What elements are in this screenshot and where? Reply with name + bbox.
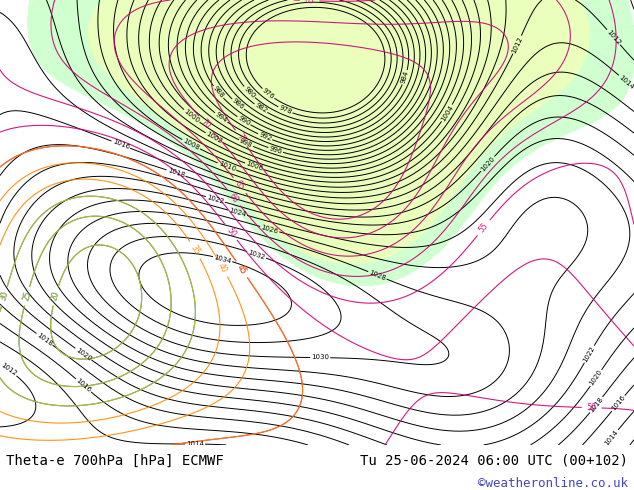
Text: 984: 984 bbox=[400, 70, 410, 85]
Text: 20: 20 bbox=[50, 290, 61, 302]
Text: ©weatheronline.co.uk: ©weatheronline.co.uk bbox=[477, 477, 628, 490]
Text: 980: 980 bbox=[242, 85, 256, 99]
Text: 1014: 1014 bbox=[186, 441, 204, 447]
Text: 992: 992 bbox=[258, 131, 273, 142]
Text: 1012: 1012 bbox=[605, 28, 622, 46]
Text: 1032: 1032 bbox=[247, 249, 266, 260]
Text: 1020: 1020 bbox=[479, 155, 496, 172]
Text: 996: 996 bbox=[268, 145, 283, 155]
Text: 1012: 1012 bbox=[511, 35, 524, 54]
Text: 30: 30 bbox=[0, 290, 10, 302]
Text: 1026: 1026 bbox=[261, 224, 279, 235]
Text: 1034: 1034 bbox=[213, 254, 232, 264]
Text: 65: 65 bbox=[233, 179, 246, 192]
Text: 20: 20 bbox=[50, 290, 61, 302]
Text: 55: 55 bbox=[477, 221, 490, 234]
Text: 40: 40 bbox=[216, 262, 229, 274]
Text: 35: 35 bbox=[189, 244, 202, 256]
Text: 1018: 1018 bbox=[36, 332, 54, 347]
Text: 988: 988 bbox=[212, 85, 225, 99]
Text: 986: 986 bbox=[231, 98, 245, 111]
Text: 1018: 1018 bbox=[588, 396, 604, 414]
Text: 1022: 1022 bbox=[582, 345, 597, 364]
Text: 30: 30 bbox=[0, 290, 10, 302]
Text: Tu 25-06-2024 06:00 UTC (00+102): Tu 25-06-2024 06:00 UTC (00+102) bbox=[359, 454, 628, 467]
Text: 1030: 1030 bbox=[311, 354, 329, 361]
Text: 50: 50 bbox=[586, 403, 597, 413]
Text: 50: 50 bbox=[224, 225, 238, 239]
Text: 1020: 1020 bbox=[588, 369, 604, 387]
Text: 1016: 1016 bbox=[112, 139, 131, 150]
Text: 75: 75 bbox=[235, 132, 248, 145]
Text: 1018: 1018 bbox=[167, 168, 186, 179]
Text: 1010: 1010 bbox=[217, 161, 236, 172]
Text: Theta-e 700hPa [hPa] ECMWF: Theta-e 700hPa [hPa] ECMWF bbox=[6, 454, 224, 467]
Text: 45: 45 bbox=[235, 263, 248, 276]
Text: 976: 976 bbox=[261, 87, 275, 100]
Text: 60: 60 bbox=[228, 191, 240, 204]
Text: 25: 25 bbox=[22, 290, 32, 302]
Text: 982: 982 bbox=[254, 102, 268, 115]
Text: 1016: 1016 bbox=[75, 377, 93, 393]
Text: 1020: 1020 bbox=[74, 346, 93, 362]
Text: 1014: 1014 bbox=[618, 74, 634, 90]
Text: 45: 45 bbox=[235, 263, 248, 276]
Text: 1008: 1008 bbox=[182, 138, 200, 151]
Text: 1016: 1016 bbox=[611, 394, 626, 412]
Text: 25: 25 bbox=[22, 290, 32, 302]
Text: 1004: 1004 bbox=[440, 104, 455, 122]
Text: 1002: 1002 bbox=[205, 131, 223, 145]
Text: 1012: 1012 bbox=[0, 363, 18, 377]
Text: 65: 65 bbox=[304, 0, 314, 5]
Text: 990: 990 bbox=[236, 115, 251, 127]
Text: 1000: 1000 bbox=[183, 108, 200, 124]
Text: 998: 998 bbox=[238, 138, 254, 149]
Text: 70: 70 bbox=[199, 117, 212, 130]
Text: 1014: 1014 bbox=[604, 429, 620, 446]
Text: 1022: 1022 bbox=[206, 194, 224, 205]
Text: 1006: 1006 bbox=[245, 161, 264, 172]
Text: 994: 994 bbox=[214, 111, 228, 124]
Text: 978: 978 bbox=[278, 105, 293, 116]
Text: 1024: 1024 bbox=[228, 207, 247, 218]
Text: 1028: 1028 bbox=[368, 269, 387, 282]
